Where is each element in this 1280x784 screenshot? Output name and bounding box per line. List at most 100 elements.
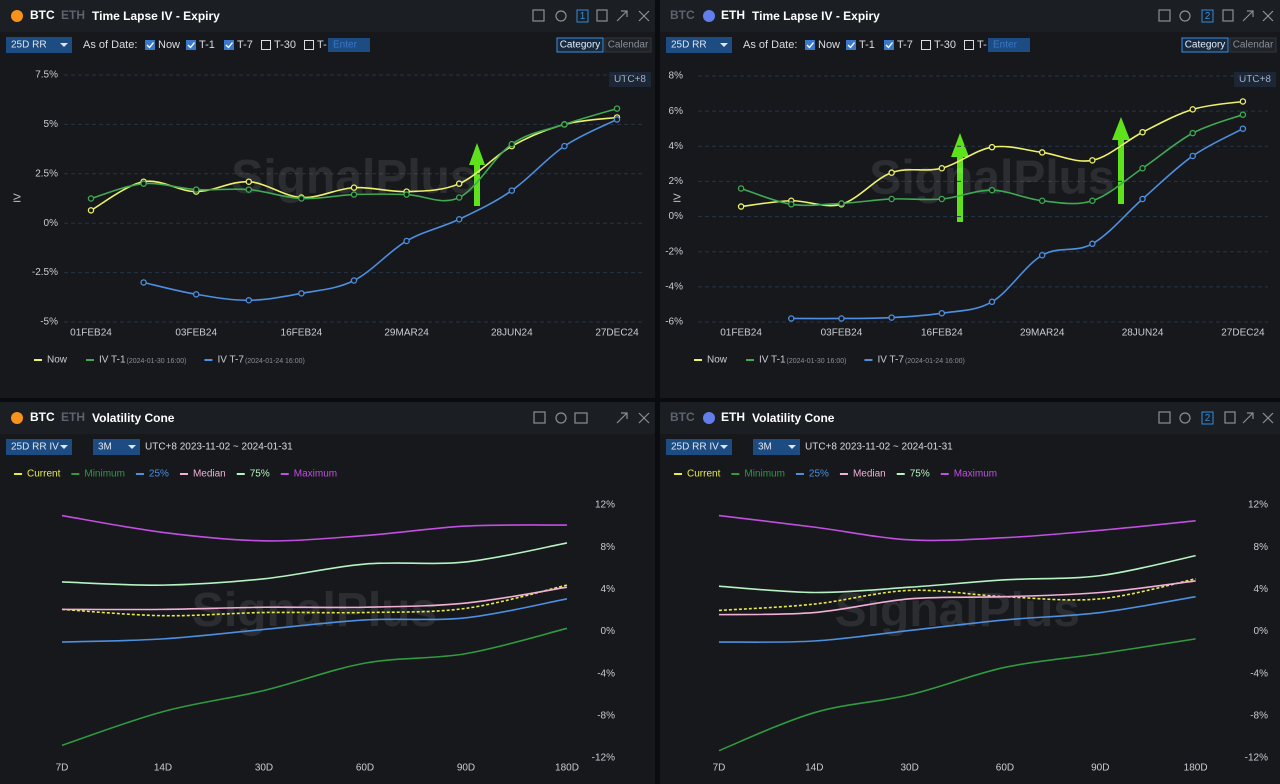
- checkbox[interactable]: [964, 40, 974, 50]
- x-tick-label: 01FEB24: [720, 328, 762, 339]
- coin-tab[interactable]: ETH: [61, 410, 85, 424]
- copy-icon[interactable]: [1224, 411, 1236, 424]
- legend-label[interactable]: Maximum: [294, 469, 337, 480]
- legend-label[interactable]: Minimum: [744, 469, 785, 480]
- data-point: [298, 195, 305, 202]
- series-line: [143, 118, 618, 302]
- checkbox[interactable]: [261, 40, 271, 50]
- refresh-icon[interactable]: [555, 412, 567, 424]
- legend-label[interactable]: Now: [47, 355, 68, 366]
- dropdown[interactable]: [666, 37, 732, 53]
- x-tick-label: 90D: [457, 763, 475, 774]
- coin-tab[interactable]: BTC: [670, 8, 695, 22]
- refresh-icon[interactable]: [555, 10, 567, 22]
- expand-icon[interactable]: [616, 10, 628, 22]
- dropdown[interactable]: [666, 439, 732, 455]
- folder-icon[interactable]: [574, 412, 588, 424]
- legend-label[interactable]: IV T-7: [217, 355, 244, 366]
- data-point: [350, 191, 358, 198]
- view-toggle[interactable]: [604, 37, 652, 53]
- refresh-icon[interactable]: [1179, 412, 1191, 424]
- view-toggle[interactable]: [556, 37, 604, 53]
- expand-icon[interactable]: [616, 412, 628, 424]
- dropdown-value: 25D RR IV: [671, 442, 719, 453]
- data-point: [192, 186, 200, 193]
- checkbox[interactable]: [224, 40, 234, 50]
- legend-label[interactable]: Current: [27, 469, 61, 480]
- legend-label[interactable]: 75%: [910, 469, 930, 480]
- dropdown[interactable]: [753, 439, 800, 455]
- header-icons: [532, 9, 650, 22]
- legend-label[interactable]: 25%: [149, 469, 169, 480]
- legend-label[interactable]: Median: [193, 469, 226, 480]
- panel-header: [0, 402, 655, 434]
- legend-label[interactable]: 75%: [250, 469, 270, 480]
- checkbox[interactable]: [145, 40, 155, 50]
- date-range: UTC+8 2023-11-02 ~ 2024-01-31: [145, 442, 293, 453]
- export-icon[interactable]: [1158, 411, 1171, 424]
- coin-tab[interactable]: BTC: [30, 8, 55, 22]
- y-tick-label: 8%: [601, 542, 616, 553]
- view-toggle[interactable]: [1229, 37, 1277, 53]
- dropdown-value: 3M: [98, 442, 112, 453]
- date-input[interactable]: [988, 38, 1030, 52]
- coin-tab[interactable]: ETH: [721, 410, 745, 424]
- date-input[interactable]: [328, 38, 370, 52]
- data-point: [350, 277, 358, 284]
- export-icon[interactable]: [533, 411, 546, 424]
- legend-label[interactable]: 25%: [809, 469, 829, 480]
- export-icon[interactable]: [1158, 9, 1171, 22]
- legend-label[interactable]: IV T-1: [759, 355, 786, 366]
- panel: BTC ETH Time Lapse IV - Expiry 1 25D RR As of…: [0, 0, 655, 398]
- series-line: [718, 595, 1196, 643]
- close-icon[interactable]: [1262, 10, 1274, 22]
- legend-label[interactable]: Minimum: [84, 469, 125, 480]
- dropdown[interactable]: [93, 439, 140, 455]
- data-point: [403, 191, 410, 198]
- checkbox-label: T-1: [859, 39, 875, 51]
- series-line: [61, 586, 568, 611]
- data-point: [1089, 240, 1096, 248]
- legend-label[interactable]: Now: [707, 355, 728, 366]
- panel-header: [660, 402, 1280, 434]
- data-point: [1239, 111, 1247, 118]
- legend-note: (2024-01-30 16:00): [127, 358, 187, 365]
- copy-icon[interactable]: [596, 9, 608, 22]
- legend-label[interactable]: IV T-1: [99, 355, 126, 366]
- close-icon[interactable]: [638, 412, 650, 424]
- view-toggle[interactable]: [1181, 37, 1229, 53]
- x-tick-label: 28JUN24: [1122, 328, 1164, 339]
- header-icons: [1158, 9, 1274, 22]
- coin-tab[interactable]: ETH: [721, 8, 745, 22]
- coin-tab[interactable]: ETH: [61, 8, 85, 22]
- badge-box: [576, 9, 589, 23]
- checkbox[interactable]: [846, 40, 856, 50]
- checkbox[interactable]: [186, 40, 196, 50]
- dropdown[interactable]: [6, 439, 72, 455]
- legend-label[interactable]: Current: [687, 469, 721, 480]
- coin-tab[interactable]: BTC: [670, 410, 695, 424]
- export-icon[interactable]: [532, 9, 545, 22]
- view-toggle-label: Category: [560, 40, 601, 51]
- coin-tab[interactable]: BTC: [30, 410, 55, 424]
- arrow-annotation: [1112, 117, 1130, 204]
- refresh-icon[interactable]: [1179, 10, 1191, 22]
- close-icon[interactable]: [1262, 412, 1274, 424]
- panel-title: Volatility Cone: [752, 411, 835, 425]
- data-point: [1038, 251, 1046, 259]
- legend-note: (2024-01-24 16:00): [245, 358, 305, 365]
- dropdown[interactable]: [6, 37, 72, 53]
- checkbox[interactable]: [805, 40, 815, 50]
- legend-label[interactable]: Maximum: [954, 469, 997, 480]
- checkbox[interactable]: [921, 40, 931, 50]
- expand-icon[interactable]: [1242, 412, 1254, 424]
- legend-label[interactable]: Median: [853, 469, 886, 480]
- badge: 1: [580, 11, 586, 22]
- legend-label[interactable]: IV T-7: [877, 355, 904, 366]
- close-icon[interactable]: [638, 10, 650, 22]
- checkbox[interactable]: [884, 40, 894, 50]
- copy-icon[interactable]: [1222, 9, 1234, 22]
- checkbox[interactable]: [304, 40, 314, 50]
- x-tick-label: 03FEB24: [821, 328, 863, 339]
- expand-icon[interactable]: [1242, 10, 1254, 22]
